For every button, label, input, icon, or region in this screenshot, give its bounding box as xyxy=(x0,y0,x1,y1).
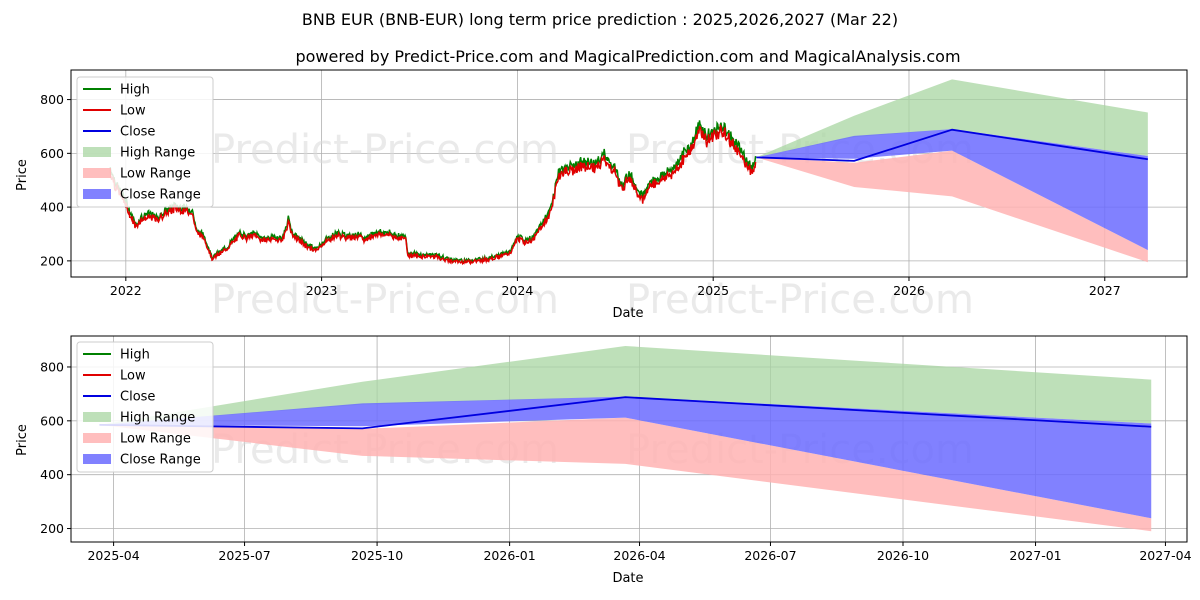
bottom-axes: Predict-Price.com Predict-Price.com 2025… xyxy=(15,335,1192,586)
bottom-y-axis-label: Price xyxy=(15,424,30,456)
watermark-4: Predict-Price.com xyxy=(626,277,974,323)
top-legend-swatch-low-range xyxy=(83,168,111,178)
top-legend-label-high-range: High Range xyxy=(120,146,195,161)
top-x-tick-label: 2026 xyxy=(893,283,925,298)
top-legend-label-close: Close xyxy=(120,125,155,140)
bottom-close-range-band xyxy=(99,396,1152,519)
bottom-legend-label-high-range: High Range xyxy=(120,411,195,426)
chart-title: BNB EUR (BNB-EUR) long term price predic… xyxy=(302,10,898,29)
top-axes: Predict-Price.com Predict-Price.com Pred… xyxy=(15,69,1188,323)
bottom-legend-label-low: Low xyxy=(120,369,146,384)
bottom-legend-swatch-close-range xyxy=(83,454,111,464)
bottom-ticks: 2025-04 2025-07 2025-10 2026-01 2026-04 2026-… xyxy=(40,359,1191,563)
top-legend-swatch-close-range xyxy=(83,189,111,199)
top-axes-frame xyxy=(70,69,1188,278)
watermark-1: Predict-Price.com xyxy=(211,127,559,173)
bottom-y-tick-label: 400 xyxy=(40,467,64,482)
bottom-x-tick-label: 2026-07 xyxy=(744,548,796,563)
bottom-x-tick-label: 2025-04 xyxy=(87,548,139,563)
top-close-forecast-line xyxy=(756,128,1148,162)
bottom-x-tick-label: 2026-04 xyxy=(613,548,665,563)
top-x-tick-label: 2022 xyxy=(110,283,142,298)
bottom-y-tick-label: 600 xyxy=(40,413,64,428)
top-legend-label-low-range: Low Range xyxy=(120,167,191,182)
bottom-x-axis-label: Date xyxy=(612,571,643,586)
bottom-x-tick-label: 2025-10 xyxy=(351,548,403,563)
bottom-x-tick-label: 2025-07 xyxy=(218,548,270,563)
bottom-x-tick-label: 2026-01 xyxy=(483,548,535,563)
top-x-tick-label: 2025 xyxy=(697,283,729,298)
bottom-close-forecast-line xyxy=(99,396,1152,430)
bottom-legend-label-close: Close xyxy=(120,390,155,405)
top-x-tick-label: 2024 xyxy=(501,283,533,298)
top-close-range-band xyxy=(756,129,1148,251)
bottom-legend-label-close-range: Close Range xyxy=(120,453,201,468)
top-legend-swatch-high-range xyxy=(83,147,111,157)
top-x-tick-label: 2023 xyxy=(306,283,338,298)
top-y-axis-label: Price xyxy=(15,159,30,191)
bottom-legend-label-high: High xyxy=(120,348,150,363)
bottom-low-range-band xyxy=(99,417,1152,532)
bottom-legend-label-low-range: Low Range xyxy=(120,432,191,447)
bottom-x-tick-label: 2027-04 xyxy=(1139,548,1191,563)
top-plot-area xyxy=(109,79,1148,266)
bottom-y-tick-label: 800 xyxy=(40,359,64,374)
top-y-tick-label: 600 xyxy=(40,146,64,161)
chart-subtitle: powered by Predict-Price.com and Magical… xyxy=(295,47,960,66)
top-legend-label-low: Low xyxy=(120,104,146,119)
top-low-history-line xyxy=(109,123,757,266)
top-y-tick-label: 800 xyxy=(40,92,64,107)
top-x-axis-label: Date xyxy=(612,306,643,321)
bottom-x-tick-label: 2027-01 xyxy=(1009,548,1061,563)
top-legend-label-high: High xyxy=(120,83,150,98)
top-y-tick-label: 400 xyxy=(40,200,64,215)
bottom-plot-area xyxy=(99,345,1152,532)
bottom-y-tick-label: 200 xyxy=(40,521,64,536)
top-low-range-band xyxy=(756,150,1148,263)
top-legend-label-close-range: Close Range xyxy=(120,188,201,203)
bottom-legend: High Low Close High Range Low Range Close Ran… xyxy=(76,341,214,473)
top-high-range-band xyxy=(756,79,1148,158)
top-ticks: 2022 2023 2024 2025 2026 2027 200 400 600 800 xyxy=(40,92,1121,298)
bottom-x-tick-label: 2026-10 xyxy=(877,548,929,563)
top-legend: High Low Close High Range Low Range Close Ran… xyxy=(76,76,214,208)
bottom-axes-frame xyxy=(70,335,1188,543)
watermark-3: Predict-Price.com xyxy=(211,277,559,323)
top-x-tick-label: 2027 xyxy=(1089,283,1121,298)
bottom-legend-swatch-low-range xyxy=(83,433,111,443)
top-y-tick-label: 200 xyxy=(40,253,64,268)
bottom-legend-swatch-high-range xyxy=(83,412,111,422)
bottom-high-range-band xyxy=(99,345,1152,425)
